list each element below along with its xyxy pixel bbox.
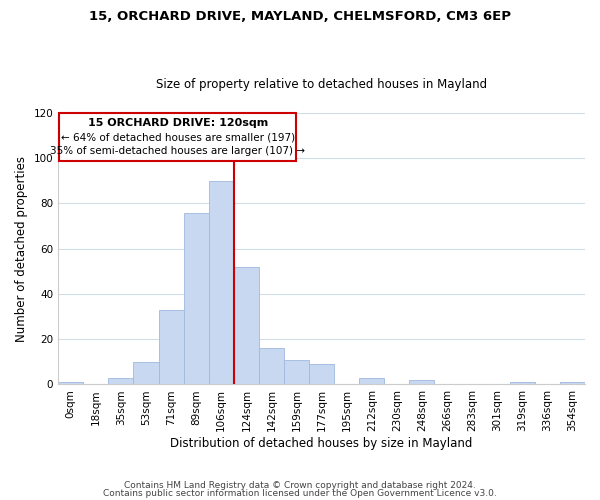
Bar (409, 380, 434, 384)
Text: ← 64% of detached houses are smaller (197): ← 64% of detached houses are smaller (19… (61, 133, 295, 143)
Text: 35% of semi-detached houses are larger (107) →: 35% of semi-detached houses are larger (… (50, 146, 305, 156)
FancyBboxPatch shape (59, 113, 296, 160)
Bar (184, 212, 209, 384)
Bar (259, 348, 284, 384)
Bar (560, 382, 585, 384)
Text: 15, ORCHARD DRIVE, MAYLAND, CHELMSFORD, CM3 6EP: 15, ORCHARD DRIVE, MAYLAND, CHELMSFORD, … (89, 10, 511, 23)
Bar (284, 360, 309, 384)
Bar (234, 267, 259, 384)
Text: Contains HM Land Registry data © Crown copyright and database right 2024.: Contains HM Land Registry data © Crown c… (124, 481, 476, 490)
Text: Contains public sector information licensed under the Open Government Licence v3: Contains public sector information licen… (103, 488, 497, 498)
Bar (109, 378, 133, 384)
Y-axis label: Number of detached properties: Number of detached properties (15, 156, 28, 342)
X-axis label: Distribution of detached houses by size in Mayland: Distribution of detached houses by size … (170, 437, 473, 450)
Bar (510, 382, 535, 384)
Bar (309, 364, 334, 384)
Bar (158, 310, 184, 384)
Bar (359, 378, 385, 384)
Title: Size of property relative to detached houses in Mayland: Size of property relative to detached ho… (156, 78, 487, 91)
Bar (133, 362, 158, 384)
Text: 15 ORCHARD DRIVE: 120sqm: 15 ORCHARD DRIVE: 120sqm (88, 118, 268, 128)
Bar (58, 382, 83, 384)
Bar (209, 181, 234, 384)
